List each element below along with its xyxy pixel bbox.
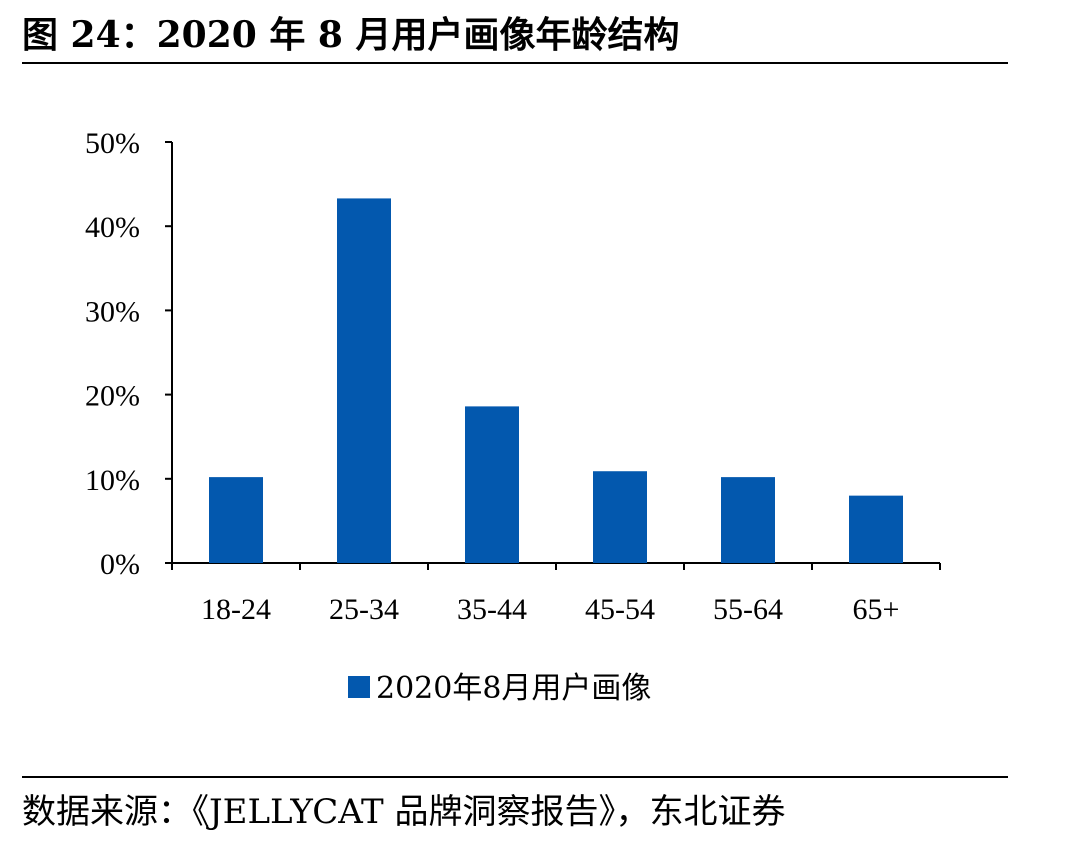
y-tick-label: 30%	[85, 295, 140, 328]
legend-label: 2020年8月用户画像	[376, 671, 651, 706]
bar-65+	[849, 495, 903, 563]
bar-55-64	[721, 477, 775, 563]
y-tick-label: 10%	[85, 464, 140, 497]
legend: 2020年8月用户画像	[348, 671, 651, 706]
x-tick-label: 65+	[853, 593, 900, 626]
bars	[209, 198, 903, 563]
source-note: 数据来源：《JELLYCAT 品牌洞察报告》，东北证券	[22, 792, 786, 832]
y-tick-label: 50%	[85, 127, 140, 160]
x-axis: 18-24 25-34 35-44 45-54 55-64 65+	[171, 562, 941, 626]
x-tick-label: 45-54	[585, 593, 655, 626]
y-tick-label: 20%	[85, 380, 140, 413]
bar-45-54	[593, 471, 647, 563]
x-tick-label: 55-64	[713, 593, 783, 626]
bar-35-44	[465, 406, 519, 563]
bar-25-34	[337, 198, 391, 563]
x-tick-label: 18-24	[201, 593, 271, 626]
y-tick-label: 40%	[85, 211, 140, 244]
legend-swatch	[348, 676, 370, 698]
y-tick-label: 0%	[100, 548, 140, 581]
x-tick-label: 35-44	[457, 593, 527, 626]
source-rule	[22, 776, 1008, 778]
figure-title: 图 24：2020 年 8 月用户画像年龄结构	[22, 14, 680, 56]
title-rule	[22, 62, 1008, 64]
x-tick-label: 25-34	[329, 593, 399, 626]
y-axis: 0% 10% 20% 30% 40% 50%	[85, 127, 173, 581]
bar-18-24	[209, 477, 263, 563]
